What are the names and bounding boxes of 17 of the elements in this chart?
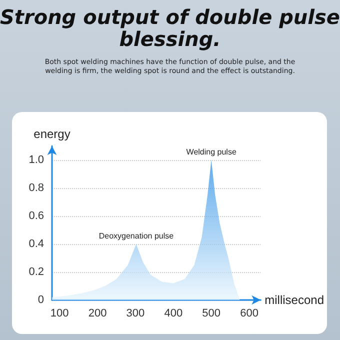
y-tick-label: 0.8 <box>28 182 44 194</box>
x-tick-label: 600 <box>240 308 258 320</box>
annotation: Welding pulse <box>186 148 237 156</box>
y-tick-label: 0.4 <box>28 238 44 250</box>
y-tick-label: 0 <box>38 294 44 306</box>
y-tick-label: 0.2 <box>28 266 44 278</box>
x-tick-label: 200 <box>88 308 107 320</box>
annotation: Deoxygenation pulse <box>98 232 174 240</box>
x-tick-label: 500 <box>202 308 221 320</box>
x-tick-label: 400 <box>164 308 183 320</box>
y-axis-title: energy <box>34 127 70 141</box>
y-tick-label: 1.0 <box>28 154 44 166</box>
x-tick-label: 300 <box>126 308 145 320</box>
y-tick-label: 0.6 <box>28 210 44 222</box>
x-tick-label: 100 <box>50 308 69 320</box>
chart-title: Strong output of double pulse blessing. <box>0 5 340 51</box>
x-axis-title: millisecond <box>264 293 324 307</box>
